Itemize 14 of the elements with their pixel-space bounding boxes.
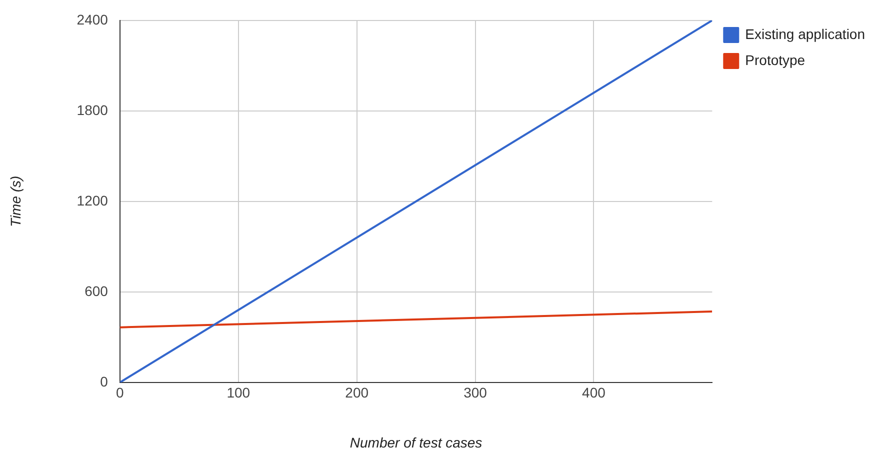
x-tick-label: 0	[116, 384, 124, 401]
y-tick-label: 1200	[76, 192, 108, 208]
y-tick-label: 0	[100, 373, 108, 390]
x-tick-label: 400	[582, 384, 606, 401]
y-tick-label: 1800	[76, 102, 108, 118]
x-tick-label: 100	[226, 384, 250, 401]
y-tick-label: 600	[84, 282, 108, 299]
legend-label: Existing application	[745, 26, 866, 42]
x-axis-title: Number of test cases	[350, 434, 482, 450]
legend-label: Prototype	[745, 52, 806, 68]
x-tick-label: 200	[345, 384, 369, 401]
y-tick-label: 2400	[76, 11, 108, 28]
y-axis-title: Time (s)	[7, 176, 24, 227]
x-tick-label: 300	[464, 384, 488, 401]
